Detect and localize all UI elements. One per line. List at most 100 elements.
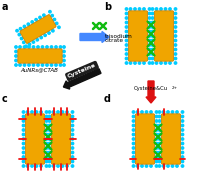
Circle shape	[148, 21, 150, 24]
Circle shape	[48, 11, 51, 13]
Circle shape	[132, 129, 134, 131]
Text: AuNRs@CTAB: AuNRs@CTAB	[20, 67, 58, 72]
Circle shape	[19, 28, 22, 30]
Circle shape	[48, 142, 50, 145]
FancyArrow shape	[63, 69, 101, 89]
Circle shape	[71, 111, 73, 113]
Circle shape	[163, 62, 166, 64]
Circle shape	[125, 44, 127, 46]
Text: c: c	[2, 94, 8, 104]
Circle shape	[28, 64, 30, 66]
Circle shape	[155, 133, 157, 136]
Circle shape	[57, 111, 59, 113]
Circle shape	[71, 151, 73, 154]
Circle shape	[132, 156, 134, 158]
Circle shape	[174, 35, 176, 37]
Circle shape	[148, 44, 150, 46]
Circle shape	[174, 17, 176, 19]
Circle shape	[150, 62, 153, 64]
Circle shape	[71, 120, 73, 122]
Circle shape	[22, 142, 25, 145]
Circle shape	[55, 64, 57, 66]
Circle shape	[155, 165, 157, 167]
Circle shape	[180, 111, 183, 113]
Circle shape	[132, 147, 134, 149]
Text: trisodium: trisodium	[104, 33, 132, 39]
Circle shape	[170, 165, 173, 167]
Circle shape	[125, 48, 127, 51]
Circle shape	[155, 62, 157, 64]
Circle shape	[155, 129, 157, 131]
Circle shape	[158, 160, 160, 163]
Circle shape	[174, 48, 176, 51]
FancyArrow shape	[80, 32, 108, 43]
Circle shape	[155, 124, 157, 127]
Circle shape	[62, 55, 65, 57]
Circle shape	[145, 165, 147, 167]
Circle shape	[175, 111, 177, 113]
Circle shape	[15, 59, 17, 62]
Circle shape	[45, 156, 47, 158]
Circle shape	[48, 129, 50, 131]
Circle shape	[158, 120, 160, 122]
Circle shape	[45, 138, 47, 140]
Circle shape	[26, 165, 28, 167]
Circle shape	[125, 21, 127, 24]
Circle shape	[168, 8, 170, 10]
Circle shape	[163, 8, 166, 10]
Circle shape	[19, 46, 21, 48]
Circle shape	[158, 165, 160, 167]
Circle shape	[48, 111, 50, 113]
Circle shape	[125, 26, 127, 28]
Circle shape	[180, 115, 183, 118]
Circle shape	[158, 124, 160, 127]
Circle shape	[180, 151, 183, 154]
Circle shape	[150, 21, 153, 24]
Circle shape	[39, 16, 41, 19]
Text: Cysteine&Cu: Cysteine&Cu	[133, 86, 167, 91]
Circle shape	[18, 33, 20, 36]
Circle shape	[174, 53, 176, 55]
FancyBboxPatch shape	[51, 114, 70, 164]
Circle shape	[159, 8, 161, 10]
Circle shape	[71, 124, 73, 127]
Circle shape	[22, 115, 25, 118]
Text: d: d	[103, 94, 110, 104]
Circle shape	[158, 142, 160, 145]
Circle shape	[22, 111, 25, 113]
Circle shape	[138, 8, 140, 10]
Circle shape	[180, 156, 183, 158]
Circle shape	[37, 46, 39, 48]
Circle shape	[35, 111, 38, 113]
Circle shape	[35, 19, 37, 21]
Circle shape	[53, 18, 55, 21]
Circle shape	[142, 62, 144, 64]
Circle shape	[48, 120, 50, 122]
Circle shape	[71, 156, 73, 158]
Circle shape	[27, 23, 29, 25]
Circle shape	[65, 165, 68, 167]
Circle shape	[22, 129, 25, 131]
Circle shape	[48, 147, 50, 149]
Circle shape	[61, 165, 63, 167]
Circle shape	[31, 111, 33, 113]
Circle shape	[155, 147, 157, 149]
FancyBboxPatch shape	[25, 114, 44, 164]
Circle shape	[138, 62, 140, 64]
Circle shape	[158, 147, 160, 149]
Circle shape	[62, 64, 65, 66]
Circle shape	[133, 62, 136, 64]
Circle shape	[174, 57, 176, 60]
Circle shape	[148, 35, 150, 37]
Circle shape	[71, 165, 73, 167]
Circle shape	[148, 53, 150, 55]
Circle shape	[45, 160, 47, 163]
Circle shape	[150, 44, 153, 46]
Circle shape	[22, 151, 25, 154]
Circle shape	[50, 64, 53, 66]
Circle shape	[132, 142, 134, 145]
Circle shape	[28, 43, 31, 46]
Text: b: b	[103, 2, 110, 12]
Circle shape	[180, 160, 183, 163]
Circle shape	[22, 147, 25, 149]
